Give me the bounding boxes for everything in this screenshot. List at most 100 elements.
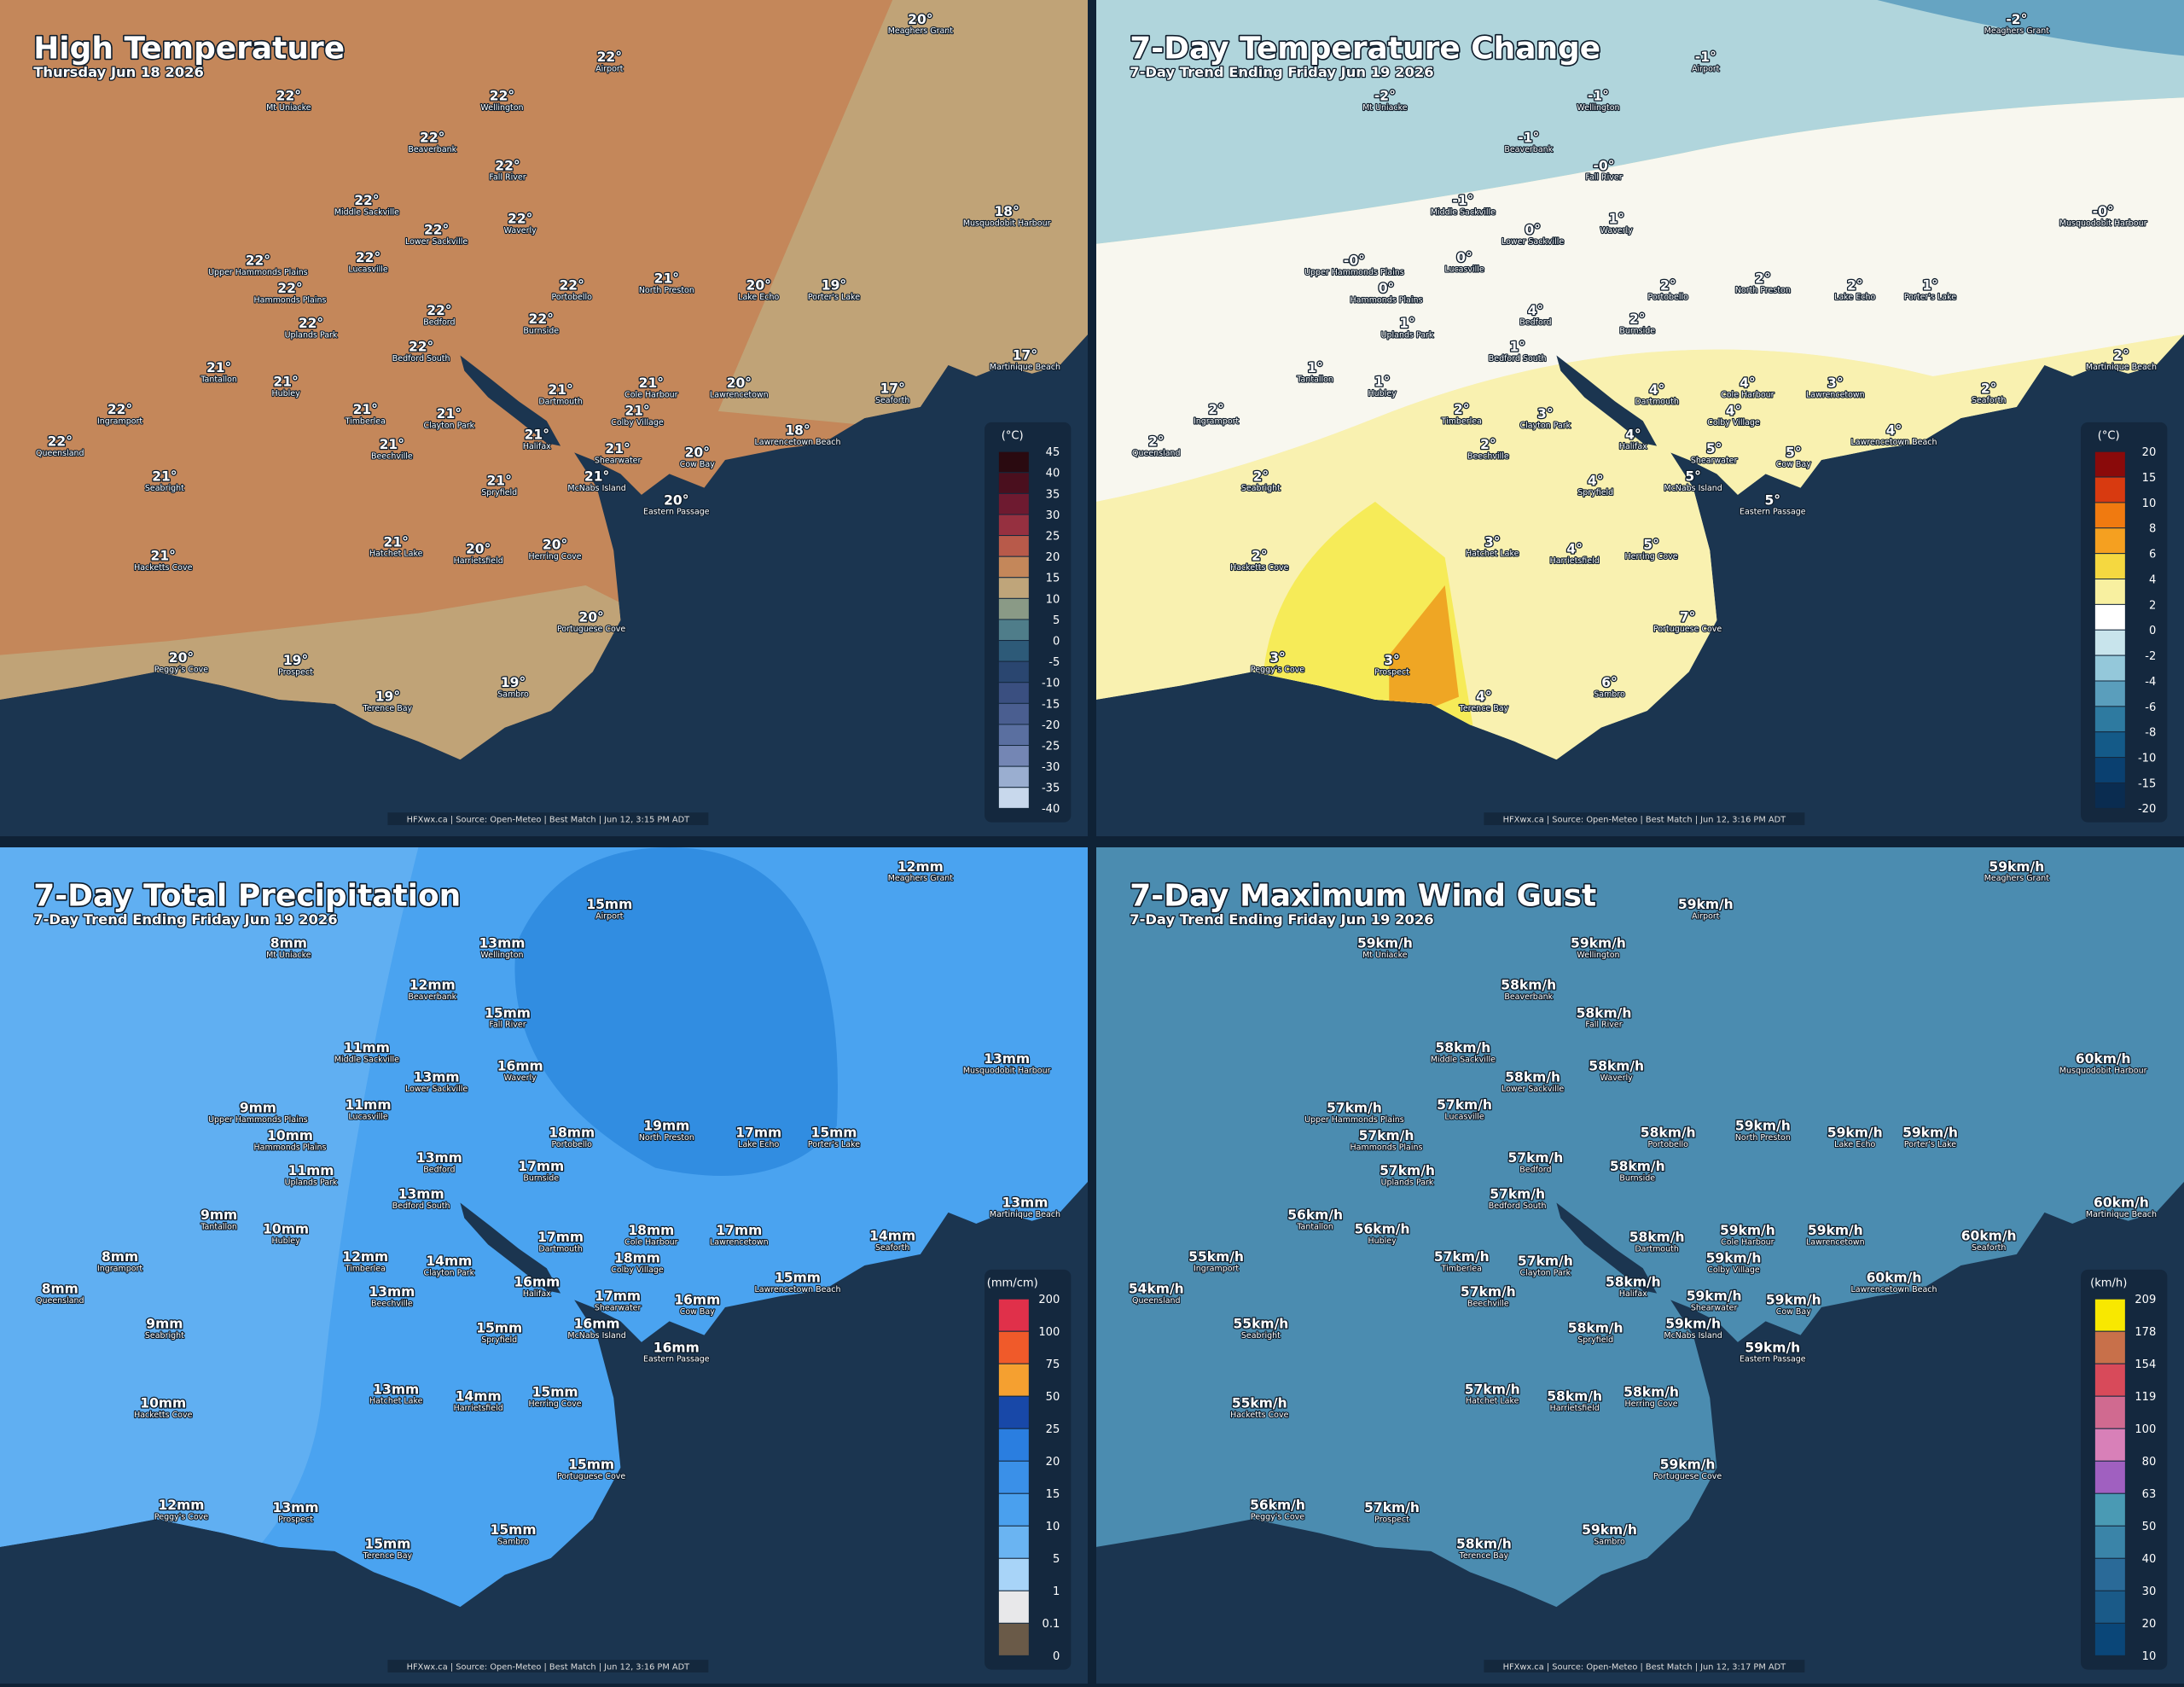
place-value: 2° — [1148, 434, 1165, 450]
footer: HFXwx.ca | Source: Open-Meteo | Best Mat… — [407, 816, 691, 825]
place-value: 56km/h — [1250, 1498, 1305, 1513]
place-name: Beechville — [1467, 1299, 1509, 1308]
legend-label: 0 — [2149, 625, 2156, 637]
place-name: McNabs Island — [567, 484, 625, 493]
legend-label: -15 — [2138, 777, 2156, 790]
place-name: Hacketts Cove — [1230, 563, 1289, 573]
legend-swatch — [2094, 1622, 2126, 1656]
place-name: Beechville — [371, 1299, 413, 1308]
legend-swatch — [2094, 527, 2126, 555]
place-value: 20° — [543, 538, 567, 553]
place-name: Martinique Beach — [2086, 1210, 2157, 1219]
map-panel: 7-Day Maximum Wind Gust 7-Day Trend Endin… — [1096, 847, 2184, 1684]
map-panel: 7-Day Total Precipitation 7-Day Trend End… — [0, 847, 1088, 1684]
place-name: Martinique Beach — [990, 1210, 1060, 1219]
footer-bg — [1484, 1660, 1805, 1672]
place-name: Uplands Park — [1381, 1178, 1434, 1187]
legend-label: 119 — [2135, 1391, 2156, 1404]
place-value: 20° — [746, 278, 771, 294]
place-name: Musquodobit Harbour — [963, 219, 1051, 229]
legend-swatch — [997, 787, 1030, 809]
place-name: Shearwater — [595, 1303, 642, 1312]
place-value: 22° — [354, 193, 379, 208]
place-name: Halifax — [523, 442, 551, 451]
place-name: Harrietsfield — [454, 1404, 503, 1413]
place-name: Cow Bay — [680, 460, 715, 469]
place-name: Cole Harbour — [1721, 391, 1774, 400]
place-value: 3° — [1384, 653, 1400, 668]
legend-swatch — [997, 1492, 1030, 1527]
place-value: -1° — [1588, 89, 1609, 104]
place-value: 21° — [584, 469, 609, 485]
place-value: 22° — [246, 253, 270, 268]
subtitle: 7-Day Trend Ending Friday Jun 19 2026 — [33, 911, 337, 928]
legend-swatch — [997, 682, 1030, 704]
place-name: Portuguese Cove — [1653, 625, 1722, 634]
place-name: Prospect — [1374, 668, 1409, 678]
place-value: 22° — [409, 340, 433, 355]
place-name: Colby Village — [611, 1265, 664, 1275]
place-name: Lake Echo — [738, 293, 779, 302]
place-name: Cole Harbour — [624, 1238, 678, 1248]
place-name: Upper Hammonds Plains — [208, 1115, 308, 1125]
zone — [1096, 0, 2184, 244]
legend-swatch — [2094, 553, 2126, 580]
legend-label: 35 — [1046, 488, 1060, 501]
place-name: Colby Village — [1707, 418, 1760, 428]
place-name: Lucasville — [348, 1113, 388, 1122]
place-value: 10mm — [140, 1396, 186, 1411]
place-name: Sambro — [1594, 690, 1625, 700]
place-value: 21° — [487, 473, 512, 488]
place-value: 22° — [495, 158, 520, 173]
legend-label: 20 — [1046, 1456, 1060, 1469]
place-name: Porter's Lake — [808, 293, 860, 302]
place-value: 15mm — [532, 1385, 578, 1400]
place-value: 18mm — [549, 1126, 595, 1141]
place-value: 0° — [1525, 222, 1541, 237]
place-name: Musquodobit Harbour — [2059, 219, 2147, 229]
place-value: 21° — [273, 374, 298, 389]
legend-swatch — [2094, 1460, 2126, 1494]
place-name: Meaghers Grant — [1984, 874, 2050, 883]
place-value: 59km/h — [1745, 1340, 1800, 1355]
place-name: Bedford South — [1489, 1201, 1547, 1211]
place-name: Cole Harbour — [624, 391, 678, 400]
legend-swatch — [997, 1590, 1030, 1624]
legend-label: 50 — [1046, 1391, 1060, 1404]
place-value: 12mm — [159, 1498, 205, 1513]
place-value: 17mm — [537, 1230, 584, 1245]
legend-label: 100 — [1038, 1326, 1060, 1339]
place-name: Wellington — [1577, 103, 1619, 113]
footer: HFXwx.ca | Source: Open-Meteo | Best Mat… — [1503, 816, 1787, 825]
place-name: Shearwater — [1691, 1303, 1738, 1312]
legend-label: 80 — [2142, 1456, 2157, 1469]
overlays — [0, 847, 838, 1608]
place-value: 20° — [727, 375, 752, 391]
place-value: 22° — [277, 281, 302, 296]
zone — [1389, 585, 1459, 725]
place-value: 4° — [1886, 423, 1902, 439]
place-name: Hammonds Plains — [1350, 295, 1423, 305]
place-value: 13mm — [369, 1284, 415, 1300]
place-value: 1° — [1307, 360, 1323, 375]
place-name: Fall River — [489, 1021, 526, 1030]
place-name: Bedford — [423, 1166, 455, 1175]
place-name: Wellington — [1577, 951, 1619, 960]
place-name: Uplands Park — [285, 330, 338, 340]
place-value: 9mm — [200, 1207, 237, 1223]
place-name: Portobello — [1647, 293, 1688, 302]
legend-swatch — [997, 619, 1030, 642]
place-value: 60km/h — [1961, 1229, 2017, 1244]
place-name: McNabs Island — [567, 1331, 625, 1341]
place-value: 57km/h — [1434, 1249, 1490, 1265]
place-name: Terence Bay — [1459, 704, 1509, 713]
place-value: 57km/h — [1437, 1097, 1492, 1113]
place-name: Beechville — [371, 451, 413, 461]
place-value: 18° — [785, 423, 810, 439]
place-value: 16mm — [514, 1275, 560, 1290]
legend-label: 20 — [2142, 446, 2157, 459]
legend-swatch — [2094, 1590, 2126, 1624]
legend-label: -8 — [2145, 727, 2156, 740]
place-name: Seaforth — [1972, 396, 2006, 405]
